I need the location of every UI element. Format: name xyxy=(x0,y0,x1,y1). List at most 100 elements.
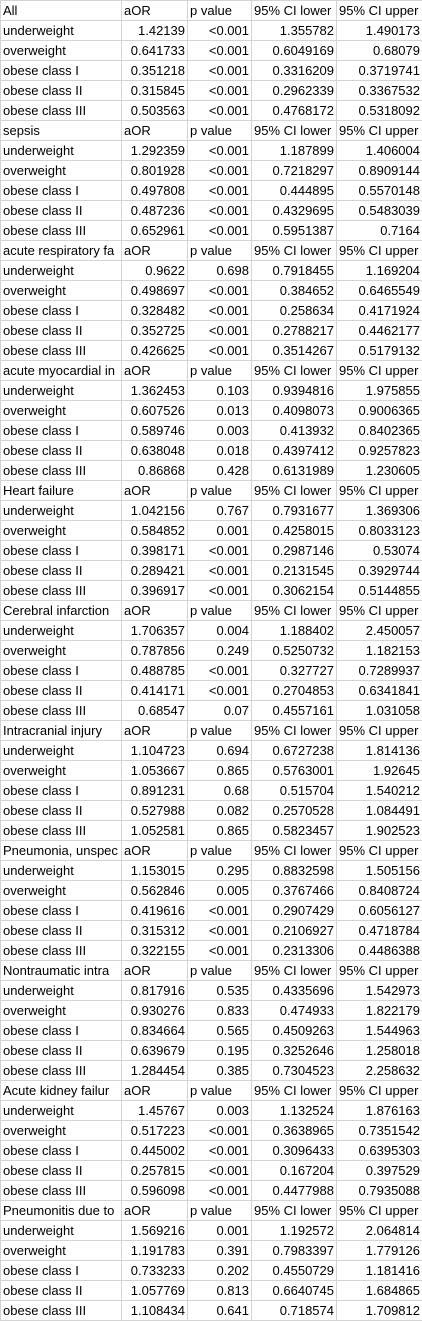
aor-cell[interactable]: 0.817916 xyxy=(121,980,188,1001)
bmi-category-cell[interactable]: obese class I xyxy=(0,660,122,681)
bmi-category-cell[interactable]: obese class I xyxy=(0,180,122,201)
ci-lower-cell[interactable]: 0.413932 xyxy=(251,420,337,441)
ci-upper-cell[interactable]: 1.540212 xyxy=(336,780,422,801)
ci-lower-cell[interactable]: 0.7218297 xyxy=(251,160,337,181)
p-value-cell[interactable]: <0.001 xyxy=(187,1140,252,1161)
column-header-ci-upper[interactable]: 95% CI upper xyxy=(336,840,422,861)
ci-lower-cell[interactable]: 0.6640745 xyxy=(251,1280,337,1301)
ci-lower-cell[interactable]: 0.2106927 xyxy=(251,920,337,941)
column-header-aor[interactable]: aOR xyxy=(121,720,188,741)
aor-cell[interactable]: 1.042156 xyxy=(121,500,188,521)
aor-cell[interactable]: 1.706357 xyxy=(121,620,188,641)
bmi-category-cell[interactable]: overweight xyxy=(0,640,122,661)
bmi-category-cell[interactable]: obese class III xyxy=(0,340,122,361)
bmi-category-cell[interactable]: obese class II xyxy=(0,320,122,341)
ci-upper-cell[interactable]: 1.369306 xyxy=(336,500,422,521)
ci-lower-cell[interactable]: 0.258634 xyxy=(251,300,337,321)
aor-cell[interactable]: 0.733233 xyxy=(121,1260,188,1281)
bmi-category-cell[interactable]: underweight xyxy=(0,980,122,1001)
bmi-category-cell[interactable]: obese class I xyxy=(0,1020,122,1041)
p-value-cell[interactable]: <0.001 xyxy=(187,100,252,121)
p-value-cell[interactable]: <0.001 xyxy=(187,1160,252,1181)
aor-cell[interactable]: 1.362453 xyxy=(121,380,188,401)
column-header-ci-upper[interactable]: 95% CI upper xyxy=(336,240,422,261)
ci-lower-cell[interactable]: 0.3096433 xyxy=(251,1140,337,1161)
ci-upper-cell[interactable]: 0.4486388 xyxy=(336,940,422,961)
column-header-p-value[interactable]: p value xyxy=(187,1200,252,1221)
column-header-aor[interactable]: aOR xyxy=(121,480,188,501)
p-value-cell[interactable]: 0.535 xyxy=(187,980,252,1001)
aor-cell[interactable]: 0.891231 xyxy=(121,780,188,801)
p-value-cell[interactable]: 0.68 xyxy=(187,780,252,801)
column-header-aor[interactable]: aOR xyxy=(121,240,188,261)
column-header-aor[interactable]: aOR xyxy=(121,600,188,621)
ci-lower-cell[interactable]: 1.187899 xyxy=(251,140,337,161)
column-header-p-value[interactable]: p value xyxy=(187,360,252,381)
bmi-category-cell[interactable]: obese class II xyxy=(0,920,122,941)
aor-cell[interactable]: 0.596098 xyxy=(121,1180,188,1201)
p-value-cell[interactable]: 0.767 xyxy=(187,500,252,521)
p-value-cell[interactable]: 0.813 xyxy=(187,1280,252,1301)
column-header-p-value[interactable]: p value xyxy=(187,480,252,501)
bmi-category-cell[interactable]: obese class II xyxy=(0,800,122,821)
bmi-category-cell[interactable]: obese class II xyxy=(0,1280,122,1301)
ci-upper-cell[interactable]: 0.3367532 xyxy=(336,80,422,101)
ci-upper-cell[interactable]: 0.8909144 xyxy=(336,160,422,181)
aor-cell[interactable]: 0.9622 xyxy=(121,260,188,281)
ci-upper-cell[interactable]: 2.064814 xyxy=(336,1220,422,1241)
column-header-ci-upper[interactable]: 95% CI upper xyxy=(336,600,422,621)
p-value-cell[interactable]: <0.001 xyxy=(187,140,252,161)
aor-cell[interactable]: 0.398171 xyxy=(121,540,188,561)
aor-cell[interactable]: 0.488785 xyxy=(121,660,188,681)
ci-upper-cell[interactable]: 1.779126 xyxy=(336,1240,422,1261)
ci-upper-cell[interactable]: 0.4718784 xyxy=(336,920,422,941)
column-header-aor[interactable]: aOR xyxy=(121,360,188,381)
section-title-cell[interactable]: Cerebral infarction xyxy=(0,600,122,621)
section-title-cell[interactable]: Acute kidney failur xyxy=(0,1080,122,1101)
ci-lower-cell[interactable]: 0.2313306 xyxy=(251,940,337,961)
aor-cell[interactable]: 0.414171 xyxy=(121,680,188,701)
bmi-category-cell[interactable]: obese class II xyxy=(0,560,122,581)
bmi-category-cell[interactable]: obese class I xyxy=(0,540,122,561)
aor-cell[interactable]: 0.315312 xyxy=(121,920,188,941)
aor-cell[interactable]: 0.86868 xyxy=(121,460,188,481)
ci-upper-cell[interactable]: 1.709812 xyxy=(336,1300,422,1321)
bmi-category-cell[interactable]: underweight xyxy=(0,620,122,641)
section-title-cell[interactable]: acute respiratory fa xyxy=(0,240,122,261)
p-value-cell[interactable]: 0.865 xyxy=(187,760,252,781)
column-header-p-value[interactable]: p value xyxy=(187,1080,252,1101)
p-value-cell[interactable]: <0.001 xyxy=(187,340,252,361)
bmi-category-cell[interactable]: obese class III xyxy=(0,1300,122,1321)
bmi-category-cell[interactable]: overweight xyxy=(0,520,122,541)
section-title-cell[interactable]: All xyxy=(0,0,122,21)
p-value-cell[interactable]: 0.07 xyxy=(187,700,252,721)
p-value-cell[interactable]: <0.001 xyxy=(187,180,252,201)
ci-lower-cell[interactable]: 0.4557161 xyxy=(251,700,337,721)
aor-cell[interactable]: 0.445002 xyxy=(121,1140,188,1161)
p-value-cell[interactable]: <0.001 xyxy=(187,560,252,581)
ci-upper-cell[interactable]: 1.084491 xyxy=(336,800,422,821)
aor-cell[interactable]: 0.787856 xyxy=(121,640,188,661)
p-value-cell[interactable]: 0.249 xyxy=(187,640,252,661)
ci-upper-cell[interactable]: 0.397529 xyxy=(336,1160,422,1181)
ci-lower-cell[interactable]: 0.167204 xyxy=(251,1160,337,1181)
bmi-category-cell[interactable]: overweight xyxy=(0,40,122,61)
p-value-cell[interactable]: 0.295 xyxy=(187,860,252,881)
p-value-cell[interactable]: <0.001 xyxy=(187,160,252,181)
column-header-ci-lower[interactable]: 95% CI lower xyxy=(251,600,337,621)
bmi-category-cell[interactable]: obese class II xyxy=(0,1040,122,1061)
aor-cell[interactable]: 0.426625 xyxy=(121,340,188,361)
ci-lower-cell[interactable]: 0.9394816 xyxy=(251,380,337,401)
aor-cell[interactable]: 0.834664 xyxy=(121,1020,188,1041)
section-title-cell[interactable]: acute myocardial in xyxy=(0,360,122,381)
bmi-category-cell[interactable]: obese class I xyxy=(0,420,122,441)
ci-upper-cell[interactable]: 1.92645 xyxy=(336,760,422,781)
aor-cell[interactable]: 0.257815 xyxy=(121,1160,188,1181)
p-value-cell[interactable]: 0.003 xyxy=(187,420,252,441)
p-value-cell[interactable]: 0.694 xyxy=(187,740,252,761)
ci-lower-cell[interactable]: 0.4258015 xyxy=(251,520,337,541)
ci-upper-cell[interactable]: 0.9257823 xyxy=(336,440,422,461)
column-header-ci-lower[interactable]: 95% CI lower xyxy=(251,1080,337,1101)
ci-lower-cell[interactable]: 0.4768172 xyxy=(251,100,337,121)
column-header-ci-lower[interactable]: 95% CI lower xyxy=(251,1200,337,1221)
